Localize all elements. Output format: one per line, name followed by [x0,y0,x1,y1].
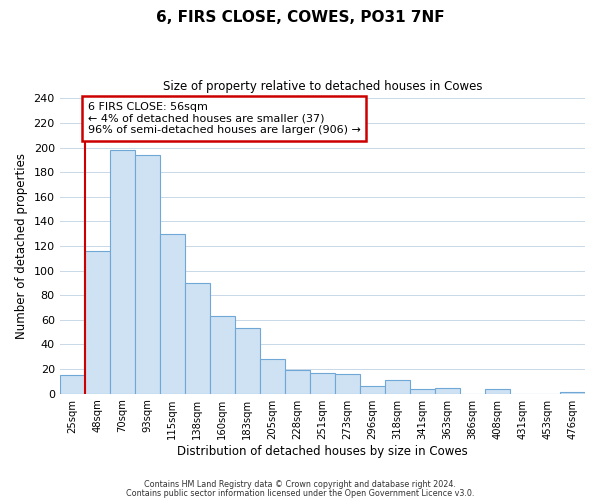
Bar [135,155,160,394]
Bar [360,386,385,394]
Bar [59,375,85,394]
Bar [185,283,210,394]
Bar [410,389,435,394]
Bar [260,359,285,394]
Bar [235,328,260,394]
Bar [435,388,460,394]
Bar [310,373,335,394]
Bar [110,150,135,394]
Text: Contains public sector information licensed under the Open Government Licence v3: Contains public sector information licen… [126,488,474,498]
Bar [210,316,235,394]
Title: Size of property relative to detached houses in Cowes: Size of property relative to detached ho… [163,80,482,93]
Text: 6 FIRS CLOSE: 56sqm
← 4% of detached houses are smaller (37)
96% of semi-detache: 6 FIRS CLOSE: 56sqm ← 4% of detached hou… [88,102,361,135]
Bar [335,374,360,394]
Bar [85,251,110,394]
Bar [560,392,585,394]
Y-axis label: Number of detached properties: Number of detached properties [15,153,28,339]
Text: 6, FIRS CLOSE, COWES, PO31 7NF: 6, FIRS CLOSE, COWES, PO31 7NF [155,10,445,25]
Bar [385,380,410,394]
Bar [285,370,310,394]
Text: Contains HM Land Registry data © Crown copyright and database right 2024.: Contains HM Land Registry data © Crown c… [144,480,456,489]
Bar [160,234,185,394]
X-axis label: Distribution of detached houses by size in Cowes: Distribution of detached houses by size … [177,444,468,458]
Bar [485,389,510,394]
